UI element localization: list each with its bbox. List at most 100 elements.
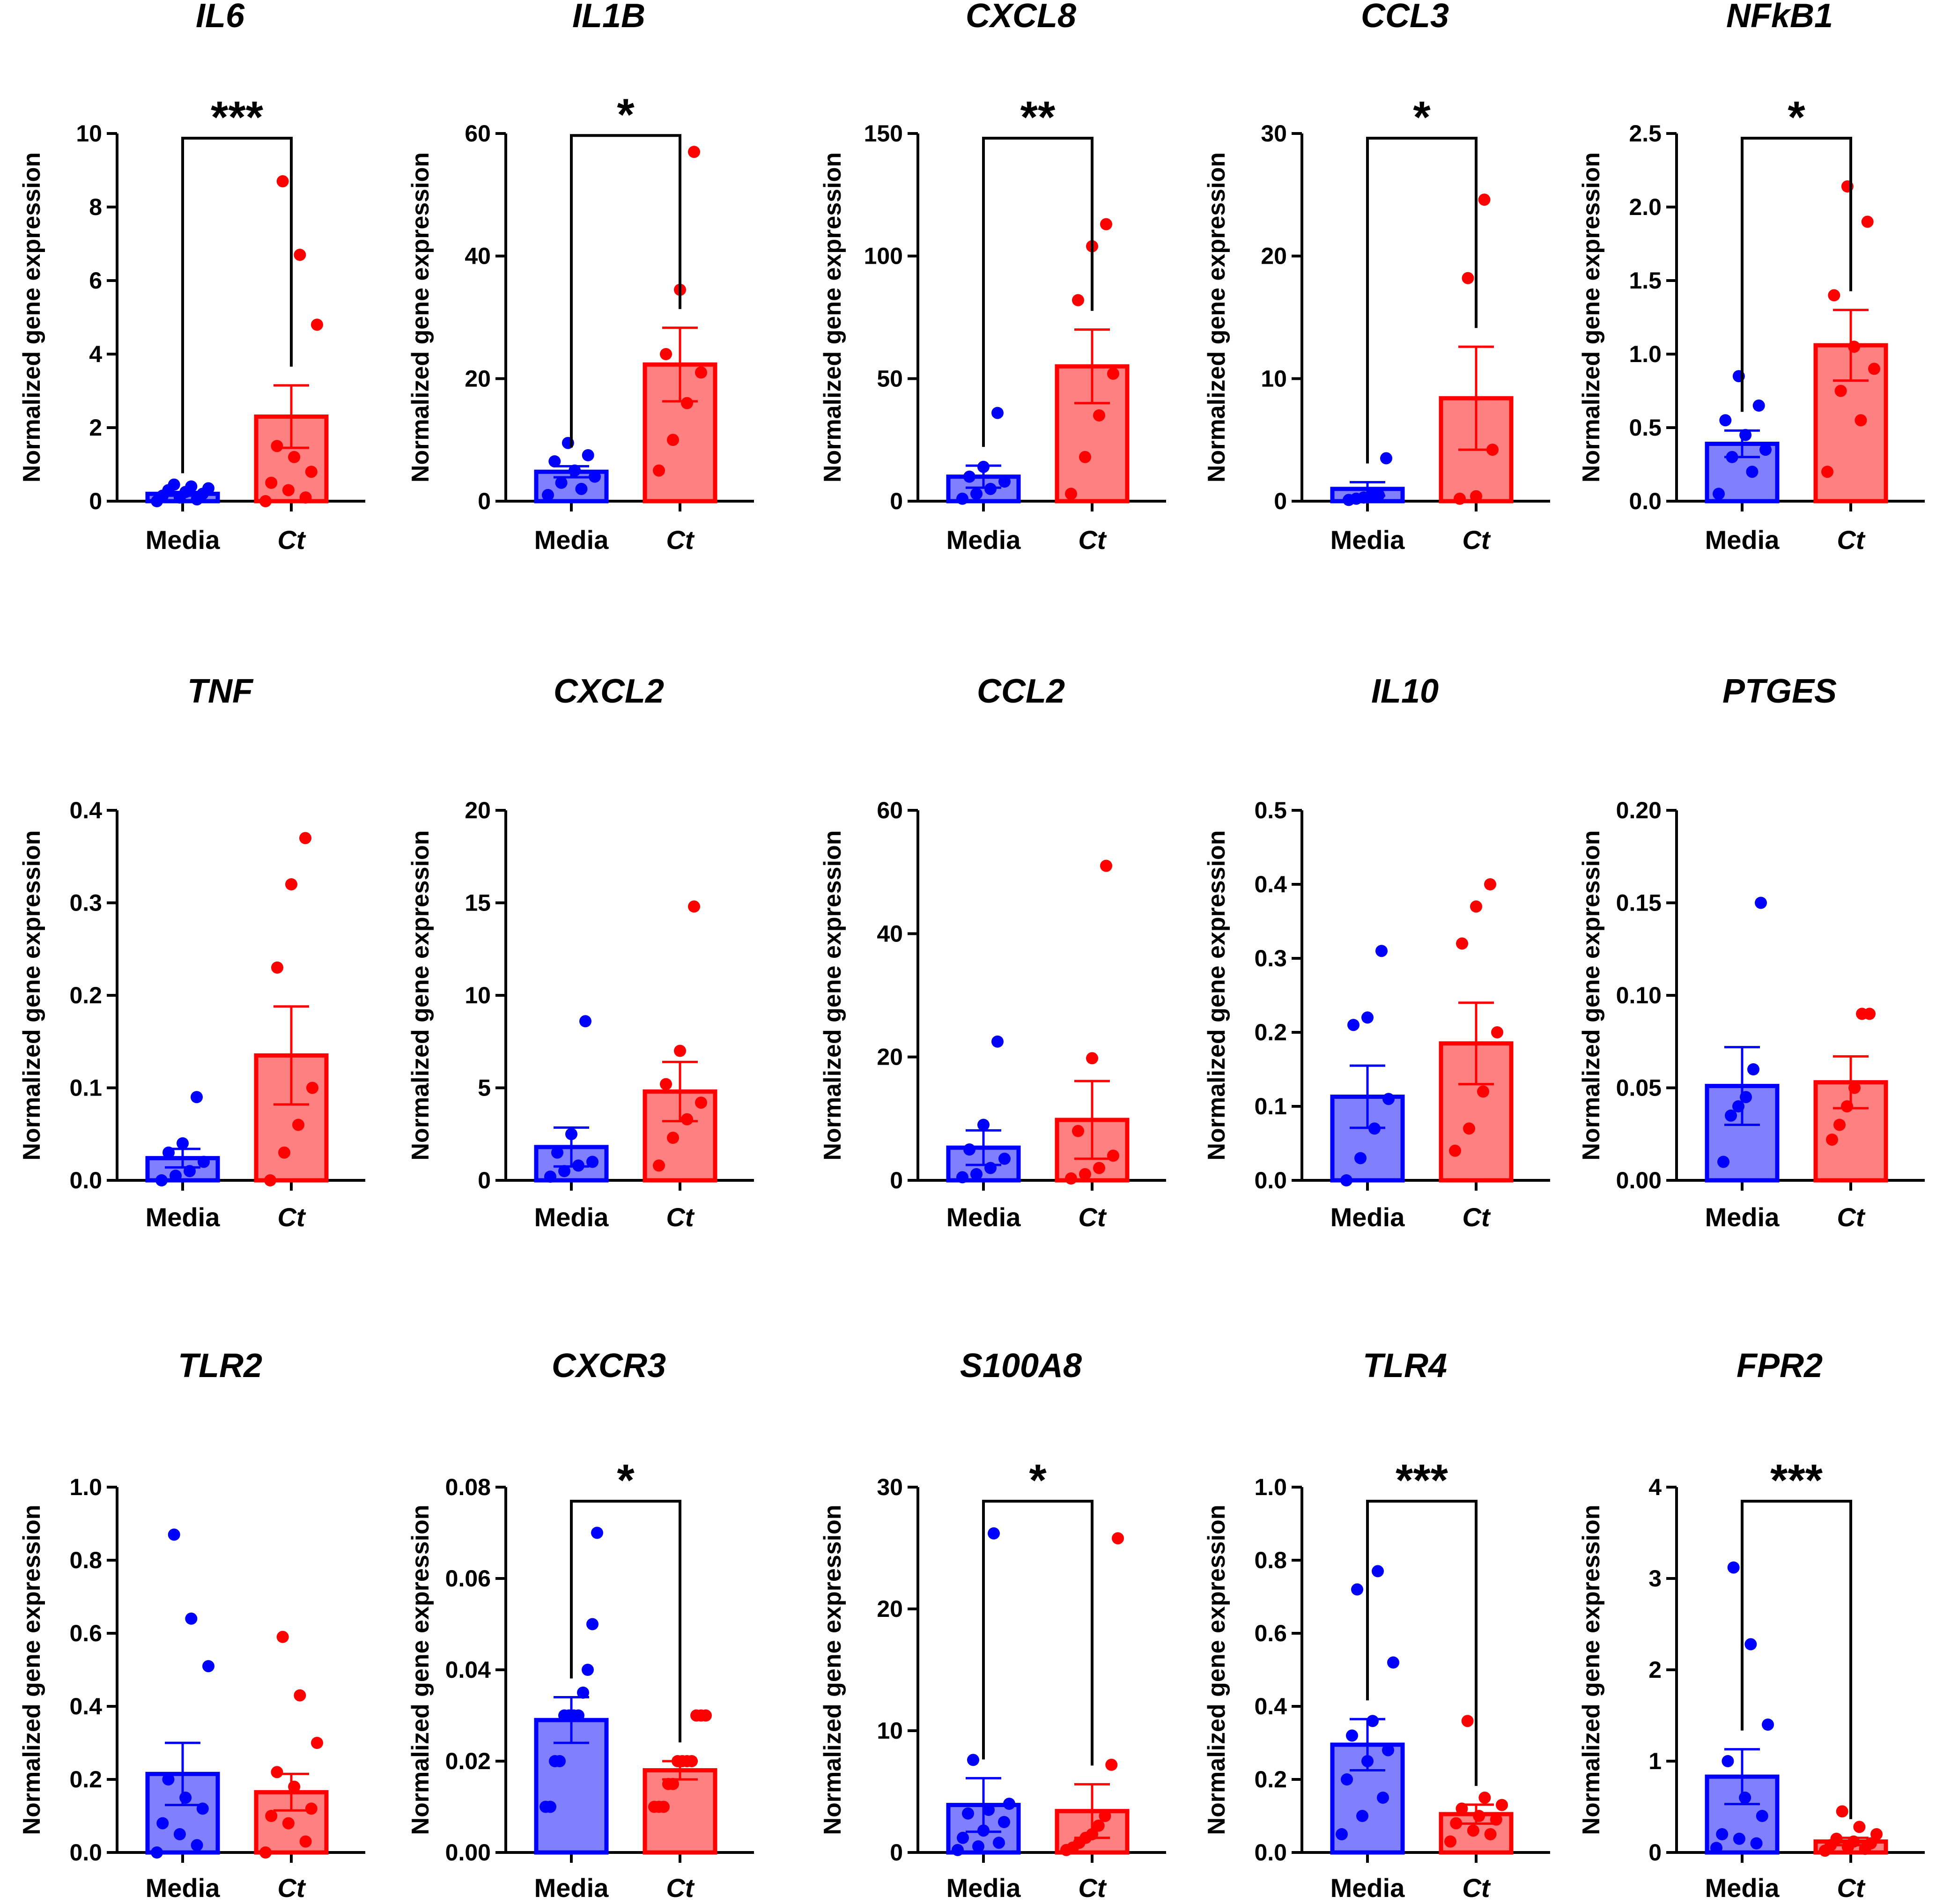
data-point	[967, 1754, 979, 1766]
data-point	[196, 1802, 209, 1815]
significance-bracket	[1366, 137, 1478, 464]
data-point	[1072, 294, 1084, 306]
data-point	[1456, 1802, 1468, 1815]
data-point	[202, 1660, 214, 1673]
data-point	[1733, 1832, 1745, 1845]
significance-label: ***	[211, 92, 264, 142]
x-tick-label: Media	[1330, 1202, 1405, 1232]
data-point	[306, 1082, 318, 1094]
y-tick-label: 20	[465, 797, 491, 823]
panel-title: NFkB1	[1726, 0, 1833, 35]
data-point	[575, 482, 588, 495]
panel-il1b: IL1B Normalized gene expression 0 20 40 60 Med…	[407, 0, 754, 555]
data-point	[555, 476, 568, 489]
panel-title: CXCR3	[552, 1347, 666, 1385]
y-tick-label: 0.0	[1629, 488, 1662, 514]
data-point	[1100, 859, 1112, 872]
y-tick-label: 0.4	[1254, 871, 1287, 897]
data-point	[1467, 1824, 1479, 1837]
x-tick-label: Ct	[1078, 1202, 1107, 1232]
data-point	[952, 1844, 964, 1856]
data-point	[565, 1128, 577, 1141]
y-tick-label: 0.2	[1254, 1766, 1287, 1793]
significance-label: ***	[1770, 1455, 1823, 1505]
y-tick-label: 1.0	[69, 1474, 102, 1500]
data-point	[294, 249, 306, 261]
data-point	[1463, 1122, 1475, 1135]
data-point	[1380, 452, 1392, 465]
data-point	[1834, 385, 1847, 397]
panel-nfkb1: NFkB1 Normalized gene expression 0.0 0.5 1.0…	[1578, 0, 1925, 555]
y-tick-label: 0.06	[445, 1565, 491, 1592]
data-point	[688, 146, 700, 158]
y-axis-label: Normalized gene expression	[407, 152, 434, 482]
data-point	[278, 1146, 290, 1159]
data-point	[292, 1119, 304, 1131]
data-point	[653, 1159, 665, 1172]
data-point	[1107, 367, 1119, 380]
data-point	[660, 348, 672, 360]
data-point	[1486, 444, 1499, 456]
data-point	[579, 1015, 591, 1028]
data-point	[681, 397, 693, 409]
significance-bracket	[1741, 1500, 1852, 1819]
data-point	[686, 1755, 698, 1767]
y-tick-label: 10	[76, 120, 102, 147]
panel-tnf: TNF Normalized gene expression 0.0 0.1 0.2 0.…	[18, 673, 365, 1232]
data-point	[1484, 878, 1496, 890]
data-point	[984, 1162, 997, 1174]
data-point	[1828, 289, 1840, 302]
y-tick-label: 0.1	[69, 1075, 102, 1101]
panel-fpr2: FPR2 Normalized gene expression 0 1 2 3 4 Media…	[1578, 1347, 1925, 1903]
y-tick-label: 0.8	[1254, 1547, 1287, 1573]
data-point	[1093, 1162, 1105, 1174]
x-tick-label: Media	[534, 1873, 609, 1903]
data-point	[577, 1686, 589, 1699]
data-point	[1340, 1174, 1352, 1186]
data-point	[184, 1165, 196, 1178]
data-point	[282, 484, 295, 496]
y-tick-label: 8	[89, 194, 102, 220]
data-point	[681, 1113, 693, 1126]
data-point	[305, 1802, 318, 1815]
data-point	[1356, 1810, 1368, 1822]
x-tick-label: Ct	[277, 1873, 306, 1903]
data-point	[1848, 341, 1861, 353]
data-point	[1716, 1828, 1729, 1840]
data-point	[544, 1171, 556, 1183]
data-point	[700, 1709, 712, 1722]
data-point	[998, 1152, 1011, 1165]
x-tick-label: Ct	[666, 1873, 695, 1903]
x-tick-label: Ct	[277, 525, 306, 555]
data-point	[1086, 1828, 1098, 1840]
significance-label: *	[617, 1455, 635, 1505]
significance-bracket	[570, 134, 681, 448]
x-tick-label: Ct	[1837, 1873, 1865, 1903]
data-point	[667, 1778, 679, 1790]
y-tick-label: 0.0	[69, 1167, 102, 1193]
data-point	[1462, 272, 1474, 284]
data-point	[1065, 1172, 1077, 1185]
data-point	[1065, 488, 1077, 500]
panel-cxcl8: CXCL8 Normalized gene expression 0 50 100 150…	[819, 0, 1166, 555]
data-point	[1361, 1755, 1374, 1767]
significance-bracket	[982, 1500, 1094, 1766]
y-axis-label: Normalized gene expression	[1203, 830, 1230, 1160]
y-tick-label: 0.5	[1629, 415, 1662, 441]
data-point	[185, 480, 198, 493]
data-point	[1105, 1758, 1118, 1771]
y-axis-label: Normalized gene expression	[1203, 1504, 1230, 1835]
panel-title: PTGES	[1722, 673, 1837, 710]
y-tick-label: 0.8	[69, 1547, 102, 1573]
y-tick-label: 10	[877, 1718, 903, 1744]
x-tick-label: Ct	[666, 525, 695, 555]
data-point	[991, 1035, 1004, 1048]
y-tick-label: 2.0	[1629, 194, 1662, 220]
panel-ccl2: CCL2 Normalized gene expression 0 20 40 60 Med…	[819, 673, 1166, 1232]
data-point	[1372, 1565, 1384, 1578]
y-tick-label: 0.08	[445, 1474, 491, 1500]
y-tick-label: 4	[1648, 1474, 1662, 1500]
x-tick-label: Media	[1705, 1873, 1780, 1903]
data-point	[271, 961, 283, 974]
x-tick-label: Ct	[1078, 1873, 1107, 1903]
